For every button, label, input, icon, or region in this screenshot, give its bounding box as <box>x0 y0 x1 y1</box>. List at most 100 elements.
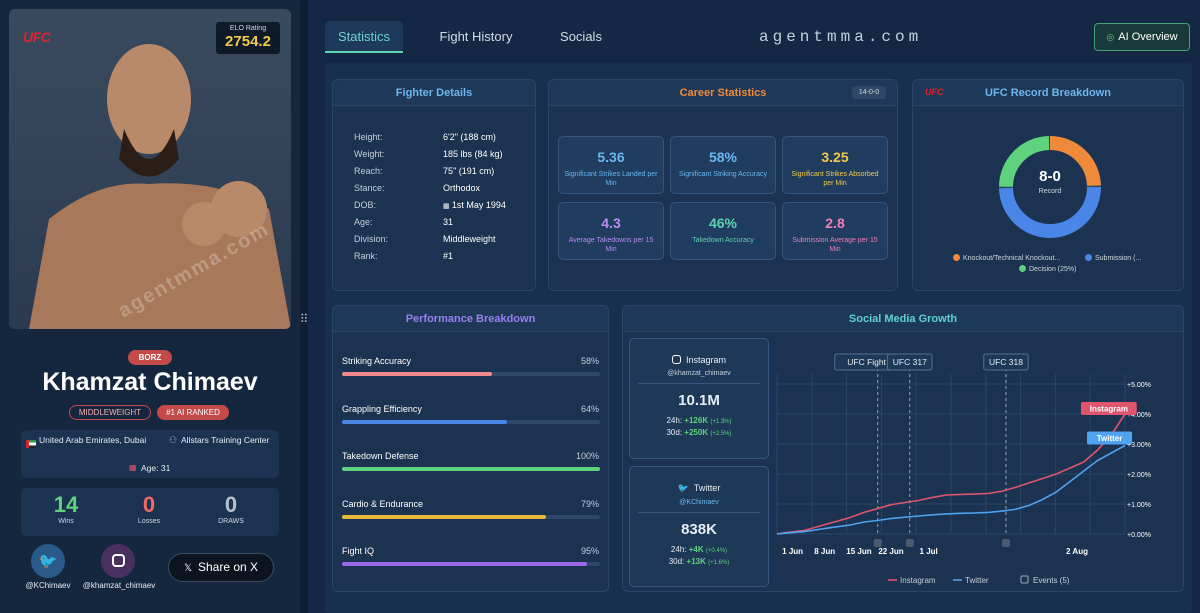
donut-center-value: 8-0 <box>1039 168 1061 185</box>
panel-divider[interactable] <box>300 0 308 613</box>
detail-value: 6'2" (188 cm) <box>443 132 496 142</box>
ig-24h-pct: (+1.3%) <box>710 419 732 425</box>
ai-overview-label: AI Overview <box>1118 31 1178 43</box>
chart-legend-label: Instagram <box>900 576 936 585</box>
tab-fight-history[interactable]: Fight History <box>439 29 513 44</box>
legend-dot <box>953 254 960 261</box>
legend-decision[interactable]: Decision (25%) <box>1019 265 1076 273</box>
donut-slice-ko/tko[interactable] <box>999 136 1101 238</box>
legend-ko[interactable]: Knockout/Technical Knockout... <box>953 254 1060 262</box>
detail-label: Weight: <box>354 149 385 159</box>
perf-label: Fight IQ <box>342 546 375 556</box>
perf-bar-fill <box>342 562 588 566</box>
fighter-info-box: United Arab Emirates, Dubai ⚇ Allstars T… <box>21 430 279 478</box>
series-end-label-box <box>1081 402 1137 415</box>
career-stat-label: Submission Average per 15 Min <box>792 237 878 253</box>
ufc-record-card: UFC Record Breakdown UFC 8-0 Record Knoc… <box>912 79 1184 291</box>
career-stat-label: Average Takedowns per 15 Min <box>568 237 654 253</box>
event-label: UFC Fight Night <box>847 357 909 367</box>
fighter-sidebar: UFC ELO Rating 2754.2 agentmma.com BORZ … <box>0 0 300 613</box>
detail-value-text: 6'2" (188 cm) <box>443 132 496 142</box>
series-end-label: Twitter <box>1097 434 1123 443</box>
instagram-small-icon <box>671 355 681 364</box>
losses-value: 0 <box>142 492 156 517</box>
tw-30d-pct: (+1.6%) <box>708 560 730 566</box>
tab-statistics[interactable]: Statistics <box>325 21 403 53</box>
performance-card: Performance Breakdown Striking Accuracy 5… <box>332 305 609 592</box>
fighter-details-title: Fighter Details <box>333 80 535 106</box>
gym-icon: ⚇ <box>169 436 178 446</box>
elo-label: ELO Rating <box>229 25 267 32</box>
perf-label: Striking Accuracy <box>342 356 412 366</box>
legend-submission[interactable]: Submission (... <box>1085 254 1141 262</box>
detail-value: 31 <box>443 217 453 227</box>
draws-value: 0 <box>224 492 238 517</box>
y-tick-label: +5.00% <box>1127 382 1151 389</box>
detail-value: 75" (191 cm) <box>443 166 494 176</box>
donut-center-label: Record <box>1038 188 1062 195</box>
x-tick-label: 1 Jul <box>920 547 938 556</box>
career-stat-value: 4.3 <box>601 215 621 231</box>
country-text: United Arab Emirates, Dubai <box>39 435 147 445</box>
perf-bar-track <box>342 372 600 376</box>
twitter-icon[interactable]: 🐦 <box>31 544 65 578</box>
legend-dot <box>1085 254 1092 261</box>
perf-pct: 64% <box>580 403 599 414</box>
career-stat-value: 3.25 <box>821 149 849 165</box>
perf-label: Cardio & Endurance <box>342 498 424 509</box>
career-stat-box: 2.8 Submission Average per 15 Min <box>782 202 888 260</box>
losses-label: Losses <box>137 518 161 525</box>
y-tick-label: +1.00% <box>1127 502 1151 509</box>
ai-overview-button[interactable]: ◎ AI Overview <box>1094 23 1190 51</box>
career-stat-value: 58% <box>708 149 738 165</box>
elo-badge: ELO Rating 2754.2 <box>215 21 281 55</box>
perf-pct: 95% <box>580 546 599 556</box>
event-marker-icon[interactable] <box>873 539 882 547</box>
fighter-photo: UFC ELO Rating 2754.2 agentmma.com <box>9 9 291 329</box>
share-on-x-button[interactable]: 𝕏 Share on X <box>168 553 274 582</box>
ig-24h-value: +126K <box>684 416 709 425</box>
perf-bar-fill <box>342 419 508 424</box>
calendar-icon: ▦ <box>129 463 137 472</box>
resize-handle-icon[interactable]: ⠿ <box>299 312 309 326</box>
detail-value: #1 <box>443 251 453 261</box>
detail-value-text: Orthodox <box>443 183 481 193</box>
career-stat-box: 3.25 Significant Strikes Absorbed per Min <box>782 136 888 194</box>
legend-ko-label: Knockout/Technical Knockout... <box>963 255 1061 262</box>
record-box: 14 Wins 0 Losses 0 DRAWS <box>21 488 279 536</box>
tw-24h-value: +4K <box>688 545 704 554</box>
career-stat-label: Significant Striking Accuracy <box>679 171 767 178</box>
y-tick-label: +0.00% <box>1127 532 1151 539</box>
chart-legend-item[interactable]: Instagram <box>888 576 936 585</box>
wins-label: Wins <box>58 518 74 525</box>
legend-submission-label: Submission (... <box>1095 255 1142 262</box>
perf-bar-fill <box>342 467 600 471</box>
event-marker-icon[interactable] <box>1001 539 1010 547</box>
event-label-box[interactable] <box>887 353 933 371</box>
twitter-stats-card: 🐦 Twitter @KChimaev 838K 24h: +4K (+0.4%)… <box>629 466 769 587</box>
wins-value: 14 <box>53 492 79 517</box>
instagram-handle[interactable]: @khamzat_chimaev <box>82 581 156 590</box>
donut-slice-submission[interactable] <box>999 136 1101 238</box>
detail-value-text: #1 <box>443 251 454 261</box>
ig-24h-label: 24h: <box>666 416 683 425</box>
event-label-box[interactable] <box>983 353 1029 371</box>
detail-value-text: 1st May 1994 <box>451 200 506 210</box>
twitter-handle[interactable]: @KChimaev <box>25 581 71 590</box>
perf-pct: 100% <box>575 451 599 461</box>
career-stat-box: 4.3 Average Takedowns per 15 Min <box>558 202 664 260</box>
ig-30d-label: 30d: <box>666 428 683 437</box>
instagram-icon[interactable] <box>101 544 135 578</box>
chart-legend-item[interactable]: Twitter <box>953 576 989 585</box>
legend-dot <box>1019 265 1026 272</box>
social-growth-card: Social Media Growth Instagram @khamzat_c… <box>622 305 1184 592</box>
event-label: UFC 318 <box>989 357 1023 367</box>
event-label: UFC 317 <box>893 357 927 367</box>
detail-label: Reach: <box>354 166 383 176</box>
chart-legend-item[interactable]: Events (5) <box>1020 575 1070 585</box>
tab-socials[interactable]: Socials <box>560 29 602 44</box>
fighter-name: Khamzat Chimaev <box>42 368 258 396</box>
event-marker-icon[interactable] <box>905 539 914 547</box>
y-tick-label: +4.00% <box>1127 412 1151 419</box>
perf-bar-fill <box>342 514 546 519</box>
